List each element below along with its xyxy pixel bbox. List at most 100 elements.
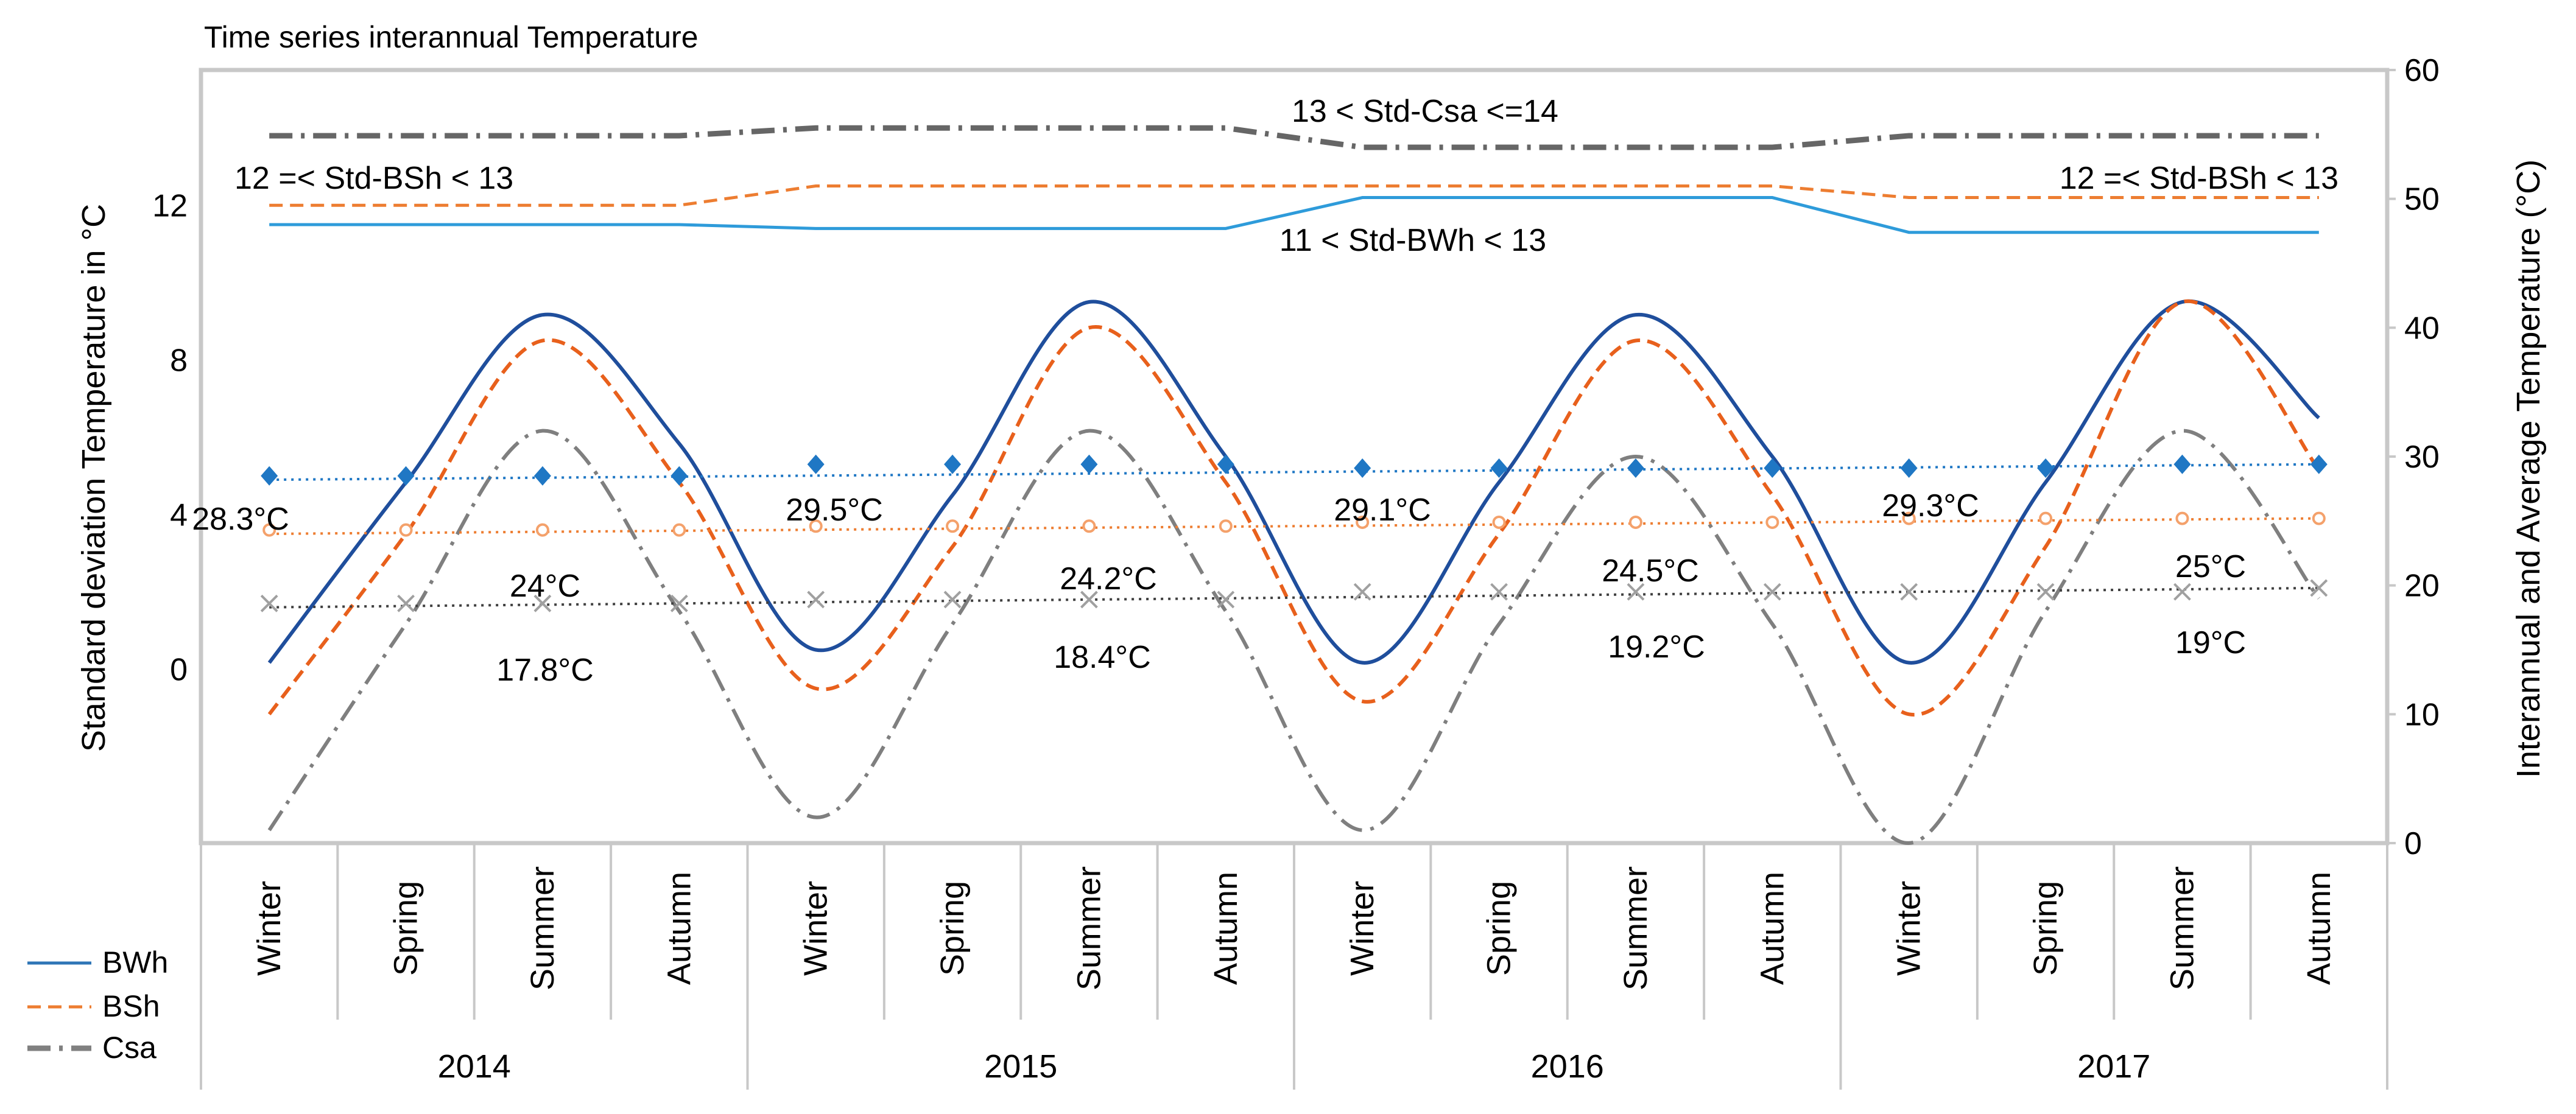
season-label: Spring xyxy=(1481,881,1518,976)
marker-diamond xyxy=(1764,458,1781,478)
season-label: Summer xyxy=(2164,866,2200,990)
right-tick-label: 40 xyxy=(2404,310,2440,346)
marker-circle xyxy=(262,523,276,537)
marker-diamond xyxy=(2037,458,2055,478)
marker-circle xyxy=(1765,515,1779,529)
year-label: 2014 xyxy=(438,1048,511,1085)
marker-circle xyxy=(2039,511,2053,525)
marker-circle xyxy=(1492,515,1506,529)
marker-circle xyxy=(1356,515,1370,529)
marker-x xyxy=(1080,590,1098,609)
season-label: Autumn xyxy=(1754,872,1790,985)
annotation-label: 29.5°C xyxy=(786,492,883,528)
right-tick-label: 60 xyxy=(2404,53,2440,88)
marker-x xyxy=(943,590,962,609)
marker-x xyxy=(1490,583,1508,601)
marker-diamond xyxy=(533,466,551,486)
legend-label-bsh: BSh xyxy=(102,989,160,1023)
annotation-label: 25°C xyxy=(2175,549,2246,584)
season-label: Summer xyxy=(1617,866,1654,990)
marker-circle xyxy=(1902,511,1916,525)
right-axis-title: Interannual and Average Temperature (°C) xyxy=(2510,159,2547,778)
marker-diamond xyxy=(2173,454,2191,474)
left-tick-label: 12 xyxy=(152,188,188,223)
trendline xyxy=(269,517,2319,535)
season-label: Autumn xyxy=(661,872,697,985)
annotation-label: 11 < Std-BWh < 13 xyxy=(1279,223,1546,258)
annotation-label: 28.3°C xyxy=(192,502,289,537)
legend-label-bwh: BWh xyxy=(102,945,168,979)
std-line-std-bsh xyxy=(269,184,2319,207)
trendline xyxy=(269,463,2319,482)
marker-x xyxy=(533,594,552,612)
marker-x-stroke xyxy=(2310,579,2328,597)
marker-circle xyxy=(946,519,960,533)
year-label: 2016 xyxy=(1531,1048,1604,1085)
marker-x xyxy=(260,594,278,612)
annotation-label: 13 < Std-Csa <=14 xyxy=(1292,94,1558,129)
annotation-label: 24.5°C xyxy=(1602,553,1699,589)
season-label: Winter xyxy=(1891,881,1927,976)
marker-x xyxy=(1900,583,1918,601)
annotation-label: 19°C xyxy=(2175,625,2246,660)
seasonal-curve-bsh xyxy=(267,299,2321,717)
marker-x-stroke xyxy=(2173,583,2191,601)
marker-x xyxy=(670,594,688,612)
marker-x xyxy=(1763,583,1781,601)
season-label: Summer xyxy=(524,866,561,990)
season-label: Winter xyxy=(1344,881,1381,976)
right-tick-label: 50 xyxy=(2404,182,2440,217)
marker-x-stroke xyxy=(807,590,825,609)
marker-diamond xyxy=(261,466,278,486)
marker-x-stroke xyxy=(533,594,552,612)
marker-x-stroke xyxy=(670,594,688,612)
annotation-label: 19.2°C xyxy=(1608,629,1705,665)
annotation-label: 17.8°C xyxy=(496,653,594,688)
right-tick-label: 10 xyxy=(2404,697,2440,732)
marker-diamond xyxy=(1080,454,1098,474)
marker-x-stroke xyxy=(1900,583,1918,601)
annotation-label: 18.4°C xyxy=(1054,640,1151,675)
legend-label-csa: Csa xyxy=(102,1031,157,1065)
marker-diamond xyxy=(1900,458,1918,478)
year-label: 2015 xyxy=(984,1048,1057,1085)
marker-circle xyxy=(2175,511,2189,525)
std-line-std-csa xyxy=(269,125,2319,150)
marker-diamond xyxy=(1490,458,1508,478)
annotation-label: 12 =< Std-BSh < 13 xyxy=(2060,161,2338,196)
trendline xyxy=(269,586,2319,609)
marker-circle xyxy=(535,523,549,537)
season-label: Spring xyxy=(934,881,971,976)
marker-x xyxy=(807,590,825,609)
marker-x-stroke xyxy=(943,590,962,609)
right-tick-label: 20 xyxy=(2404,569,2440,604)
marker-x-stroke xyxy=(1763,583,1781,601)
left-tick-label: 8 xyxy=(170,343,188,378)
season-label: Spring xyxy=(2027,881,2064,976)
left-tick-label: 4 xyxy=(170,497,188,533)
marker-x xyxy=(1353,583,1371,601)
season-label: Spring xyxy=(388,881,424,976)
marker-x xyxy=(1627,583,1645,601)
marker-circle xyxy=(809,519,823,533)
marker-x xyxy=(397,594,415,612)
marker-x xyxy=(2310,579,2328,597)
chart-title: Time series interannual Temperature xyxy=(204,20,699,54)
seasonal-curve-bwh xyxy=(267,299,2320,665)
marker-circle xyxy=(1219,519,1233,533)
marker-circle xyxy=(399,523,413,537)
seasonal-curve-csa xyxy=(267,429,2321,846)
marker-x xyxy=(2036,583,2055,601)
annotation-label: 24.2°C xyxy=(1060,561,1157,597)
annotation-label: 29.3°C xyxy=(1882,488,1979,524)
annotation-label: 29.1°C xyxy=(1334,492,1431,528)
left-axis-title: Standard deviation Temperature in °C xyxy=(76,204,112,752)
left-tick-label: 0 xyxy=(170,652,188,687)
marker-x-stroke xyxy=(1627,583,1645,601)
marker-diamond xyxy=(1627,458,1644,478)
annotation-label: 12 =< Std-BSh < 13 xyxy=(234,161,513,196)
std-line-std-bwh xyxy=(269,196,2319,234)
marker-x-stroke xyxy=(1353,583,1371,601)
marker-x-stroke xyxy=(397,594,415,612)
